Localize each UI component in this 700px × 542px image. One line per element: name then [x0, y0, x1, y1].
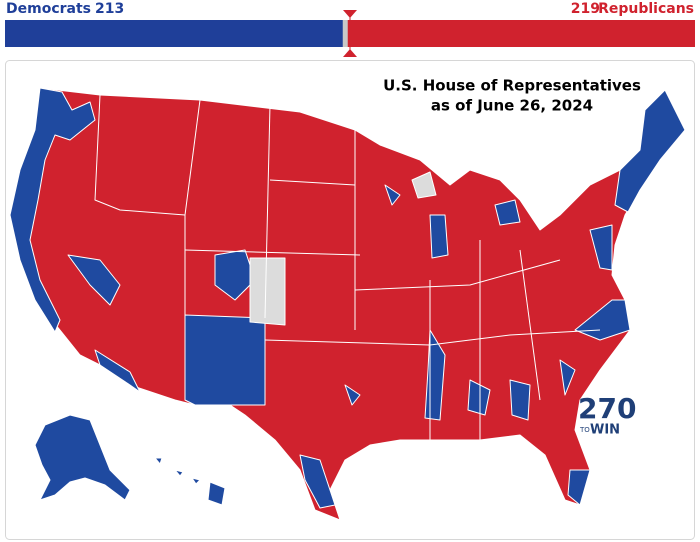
seat-bars	[5, 20, 695, 47]
map-title: as of June 26, 2024	[431, 97, 593, 115]
dem-seats: 213	[95, 1, 124, 17]
vacant-districts	[249, 171, 437, 326]
majority-marker	[343, 49, 357, 57]
dem-bar	[5, 20, 343, 47]
logo-word: WIN	[590, 423, 620, 438]
rep-label: Republicans	[598, 1, 694, 17]
dem-districts	[9, 87, 686, 509]
rep-bar	[347, 20, 695, 47]
logo: 270 TO WIN	[578, 392, 636, 438]
state-lines	[94, 94, 601, 440]
map-title: U.S. House of Representatives	[383, 77, 641, 95]
dem-label: Democrats	[6, 1, 91, 17]
rep-seats: 219	[571, 1, 600, 17]
logo-small: TO	[579, 426, 590, 434]
alaska	[34, 414, 131, 501]
majority-marker	[343, 10, 357, 18]
logo-number: 270	[578, 392, 636, 425]
us-map	[9, 87, 686, 521]
hawaii	[154, 457, 226, 506]
